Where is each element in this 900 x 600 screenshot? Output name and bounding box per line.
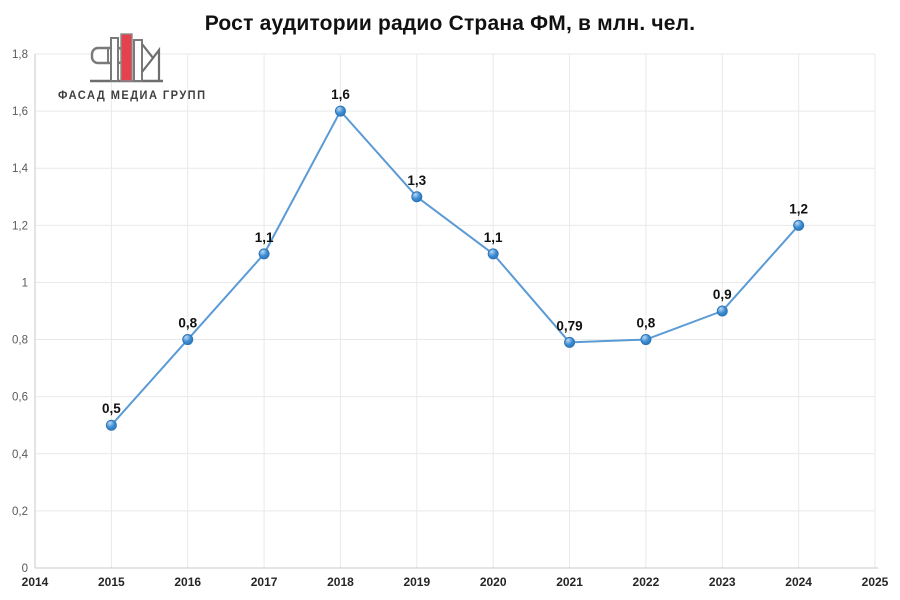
y-tick-label: 1,6	[12, 106, 28, 118]
data-point-marker	[258, 248, 270, 260]
y-tick-label: 1,8	[12, 49, 28, 61]
data-point-marker	[411, 191, 423, 203]
data-point-label: 1,1	[484, 230, 503, 245]
data-point-marker	[793, 219, 805, 231]
fasad-media-group-logo: ФАСАД МЕДИА ГРУПП	[52, 24, 207, 102]
x-tick-label: 2015	[98, 575, 125, 589]
y-tick-label: 0,6	[12, 392, 28, 404]
x-tick-label: 2016	[174, 575, 201, 589]
data-point-label: 0,9	[713, 287, 732, 302]
data-point-label: 0,8	[637, 316, 656, 331]
data-point-label: 1,2	[789, 201, 808, 216]
data-point-marker	[334, 105, 346, 117]
x-tick-label: 2020	[480, 575, 507, 589]
x-tick-label: 2025	[862, 575, 889, 589]
data-point-marker	[182, 334, 194, 346]
x-tick-label: 2018	[327, 575, 354, 589]
x-tick-label: 2022	[633, 575, 660, 589]
data-point-label: 0,5	[102, 401, 121, 416]
y-tick-label: 1,2	[12, 220, 28, 232]
data-point-label: 1,6	[331, 87, 350, 102]
y-tick-label: 0,8	[12, 335, 28, 347]
data-point-marker	[640, 334, 652, 346]
x-tick-label: 2019	[403, 575, 430, 589]
x-tick-label: 2024	[785, 575, 812, 589]
data-point-label: 0,79	[556, 318, 582, 333]
y-tick-label: 1,4	[12, 163, 29, 175]
data-point-marker	[564, 336, 576, 348]
fasad-media-group-logo-icon	[90, 33, 163, 83]
y-tick-label: 0,2	[12, 506, 28, 518]
y-tick-label: 1	[22, 277, 28, 289]
data-point-marker	[487, 248, 499, 260]
data-point-marker	[716, 305, 728, 317]
logo-text: ФАСАД МЕДИА ГРУПП	[58, 88, 207, 102]
y-tick-label: 0,4	[12, 449, 29, 461]
x-tick-label: 2023	[709, 575, 736, 589]
data-point-label: 1,3	[407, 173, 426, 188]
x-tick-label: 2021	[556, 575, 583, 589]
data-point-marker	[105, 419, 117, 431]
series-line	[110, 110, 800, 427]
x-tick-label: 2017	[251, 575, 278, 589]
chart-title: Рост аудитории радио Страна ФМ, в млн. ч…	[204, 12, 696, 35]
data-point-label: 1,1	[255, 230, 274, 245]
y-tick-label: 0	[22, 563, 28, 575]
x-tick-label: 2014	[22, 575, 49, 589]
data-point-label: 0,8	[178, 316, 197, 331]
